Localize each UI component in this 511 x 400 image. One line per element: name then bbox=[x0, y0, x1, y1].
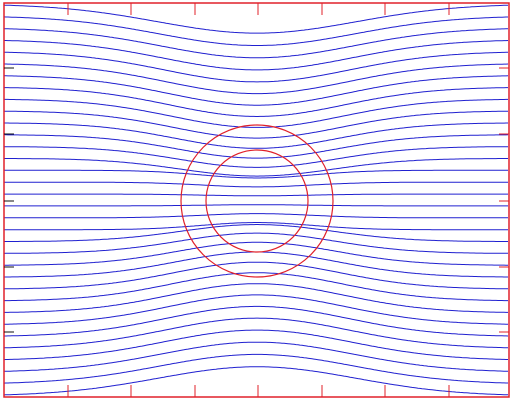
streamline-30 bbox=[3, 317, 508, 349]
streamline-10 bbox=[4, 110, 508, 139]
streamline-7 bbox=[4, 75, 509, 106]
streamline-14 bbox=[4, 158, 508, 177]
streamline-2 bbox=[3, 16, 508, 46]
streamline-8 bbox=[4, 87, 508, 117]
streamline-9 bbox=[4, 98, 508, 128]
streamline-23 bbox=[4, 241, 508, 266]
streamline-32 bbox=[4, 341, 509, 372]
streamline-29 bbox=[4, 305, 509, 337]
streamline-15 bbox=[4, 169, 508, 179]
streamline-22 bbox=[3, 232, 508, 254]
streamline-11 bbox=[4, 122, 508, 149]
streamline-13 bbox=[4, 146, 508, 168]
streamline-26 bbox=[4, 272, 508, 302]
streamline-17 bbox=[4, 193, 508, 197]
circles-group bbox=[180, 124, 334, 278]
plot-frame bbox=[3, 2, 510, 398]
streamline-34 bbox=[3, 366, 509, 396]
streamline-12 bbox=[4, 134, 509, 159]
streamline-6 bbox=[4, 63, 509, 95]
frame-group bbox=[3, 2, 510, 398]
streamline-31 bbox=[3, 329, 508, 361]
streamline-25 bbox=[4, 261, 508, 290]
streamline-24 bbox=[4, 251, 508, 278]
streamlines-group bbox=[3, 4, 509, 396]
streamline-16 bbox=[4, 181, 508, 188]
outer-circle bbox=[180, 124, 334, 278]
streamline-18 bbox=[4, 204, 508, 207]
streamline-20 bbox=[4, 222, 508, 231]
streamline-5 bbox=[3, 51, 508, 83]
streamline-3 bbox=[4, 28, 509, 59]
streamline-1 bbox=[4, 4, 509, 34]
streamline-21 bbox=[4, 224, 508, 242]
streamline-27 bbox=[4, 283, 508, 313]
streamline-28 bbox=[4, 294, 508, 325]
streamline-19 bbox=[4, 213, 508, 219]
streamline-4 bbox=[4, 40, 509, 71]
inner-circle bbox=[205, 149, 309, 253]
streamline-33 bbox=[3, 353, 508, 384]
